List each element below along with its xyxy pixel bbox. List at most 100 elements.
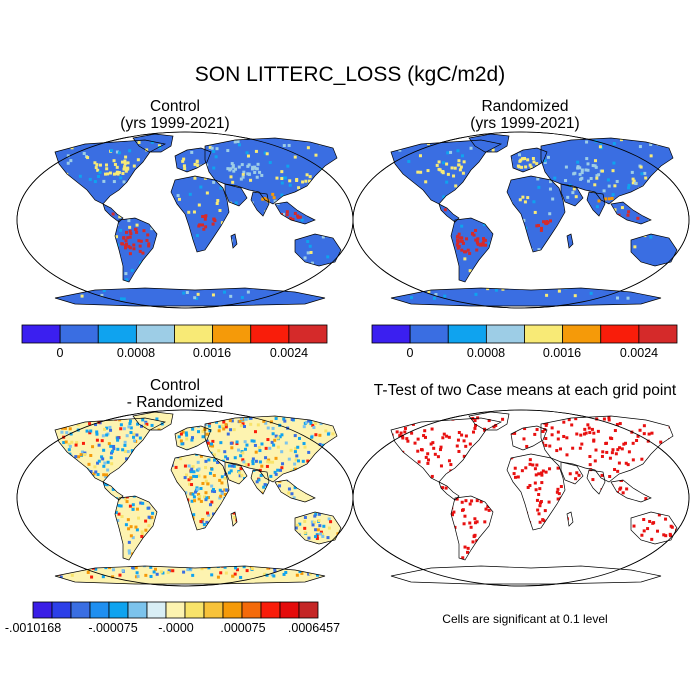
coastline-europe xyxy=(510,425,548,451)
coastline-south-america xyxy=(114,217,158,283)
coastline-asia xyxy=(540,415,674,483)
randomized-colorbar-tick: 0.0016 xyxy=(542,346,582,360)
coastline-seasia xyxy=(610,479,652,503)
coastline-europe xyxy=(510,147,548,173)
coastline-india xyxy=(586,191,606,217)
colorbar-swatch xyxy=(70,601,91,619)
coastline-africa xyxy=(506,453,566,531)
colorbar-swatch xyxy=(250,324,290,344)
colorbar-swatch xyxy=(485,324,525,344)
colorbar-swatch xyxy=(600,324,640,344)
coastline-africa xyxy=(506,175,566,253)
colorbar-swatch xyxy=(241,601,262,619)
coastline-greenland xyxy=(132,133,174,153)
randomized-colorbar-tick: 0 xyxy=(406,346,414,360)
coastline-arabia xyxy=(560,461,584,485)
colorbar-swatch xyxy=(288,324,328,344)
coastline-australia xyxy=(630,511,678,545)
colorbar-swatch xyxy=(174,324,214,344)
difference-colorbar-tick: .0006457 xyxy=(287,621,341,635)
coastline-asia xyxy=(204,415,338,483)
coastline-india xyxy=(250,191,270,217)
coastline-india xyxy=(250,469,270,495)
significance-footnote: Cells are significant at 0.1 level xyxy=(442,612,608,626)
colorbar-swatch xyxy=(222,601,243,619)
coastline-asia xyxy=(540,137,674,205)
coastline-greenland xyxy=(468,411,510,431)
coastline-madagascar xyxy=(230,511,238,527)
colorbar-swatch xyxy=(51,601,72,619)
randomized-panel-title: Randomized (yrs 1999-2021) xyxy=(470,98,580,132)
coastline-antarctica xyxy=(54,287,326,307)
coastline-south-america xyxy=(450,217,494,283)
coastline-arabia xyxy=(560,183,584,207)
coastline-australia xyxy=(294,511,342,545)
control-colorbar-tick: 0.0024 xyxy=(269,346,309,360)
difference-panel-title: Control - Randomized xyxy=(126,377,224,411)
control-colorbar-tick: 0.0008 xyxy=(116,346,156,360)
coastline-madagascar xyxy=(230,233,238,249)
coastline-europe xyxy=(174,425,212,451)
colorbar-swatch xyxy=(21,324,61,344)
randomized-colorbar-tick: 0.0008 xyxy=(466,346,506,360)
coastline-north-america xyxy=(54,139,167,205)
coastline-north-america xyxy=(390,417,503,483)
coastline-greenland xyxy=(132,411,174,431)
colorbar-swatch xyxy=(97,324,137,344)
coastline-antarctica xyxy=(390,287,662,307)
difference-colorbar-tick: -.0010168 xyxy=(4,621,62,635)
colorbar-swatch xyxy=(184,601,205,619)
colorbar-swatch xyxy=(562,324,602,344)
difference-colorbar-tick: -.0000 xyxy=(158,621,194,635)
control-panel-title: Control (yrs 1999-2021) xyxy=(120,98,230,132)
coastline-india xyxy=(586,469,606,495)
coastline-seasia xyxy=(274,479,316,503)
control-colorbar-tick: 0 xyxy=(56,346,64,360)
colorbar-swatch xyxy=(146,601,167,619)
coastline-south-america xyxy=(450,495,494,561)
colorbar-swatch xyxy=(212,324,252,344)
coastline-arabia xyxy=(224,183,248,207)
ttest-map xyxy=(352,409,690,587)
coastline-arabia xyxy=(224,461,248,485)
difference-colorbar-labels: -.0010168 -.000075 -.0000 .000075 .00064… xyxy=(5,621,340,637)
colorbar-swatch xyxy=(279,601,300,619)
coastline-asia xyxy=(204,137,338,205)
colorbar-swatch xyxy=(135,324,175,344)
coastline-madagascar xyxy=(566,233,574,249)
randomized-colorbar-labels: 0 0.0008 0.0016 0.0024 xyxy=(372,346,677,362)
randomized-colorbar xyxy=(371,324,678,344)
colorbar-swatch xyxy=(409,324,449,344)
figure-title: SON LITTERC_LOSS (kgC/m2d) xyxy=(194,63,506,86)
coastline-seasia xyxy=(610,201,652,225)
difference-colorbar-tick: -.000075 xyxy=(88,621,138,635)
coastline-europe xyxy=(174,147,212,173)
coastline-north-america xyxy=(390,139,503,205)
coastline-australia xyxy=(630,233,678,267)
control-colorbar xyxy=(21,324,328,344)
coastline-south-america xyxy=(114,495,158,561)
colorbar-swatch xyxy=(298,601,319,619)
colorbar-swatch xyxy=(127,601,148,619)
coastline-africa xyxy=(170,453,230,531)
control-colorbar-tick: 0.0016 xyxy=(192,346,232,360)
colorbar-swatch xyxy=(59,324,99,344)
coastline-antarctica xyxy=(54,565,326,585)
coastline-greenland xyxy=(468,133,510,153)
colorbar-swatch xyxy=(32,601,53,619)
colorbar-swatch xyxy=(203,601,224,619)
difference-colorbar xyxy=(32,601,319,619)
difference-map xyxy=(16,409,354,587)
colorbar-swatch xyxy=(638,324,678,344)
control-colorbar-labels: 0 0.0008 0.0016 0.0024 xyxy=(22,346,327,362)
colorbar-swatch xyxy=(108,601,129,619)
control-map xyxy=(16,131,354,309)
coastline-africa xyxy=(170,175,230,253)
colorbar-swatch xyxy=(371,324,411,344)
ttest-panel-title: T-Test of two Case means at each grid po… xyxy=(373,382,677,399)
colorbar-swatch xyxy=(524,324,564,344)
coastline-madagascar xyxy=(566,511,574,527)
coastline-australia xyxy=(294,233,342,267)
randomized-map xyxy=(352,131,690,309)
difference-colorbar-tick: .000075 xyxy=(220,621,266,635)
